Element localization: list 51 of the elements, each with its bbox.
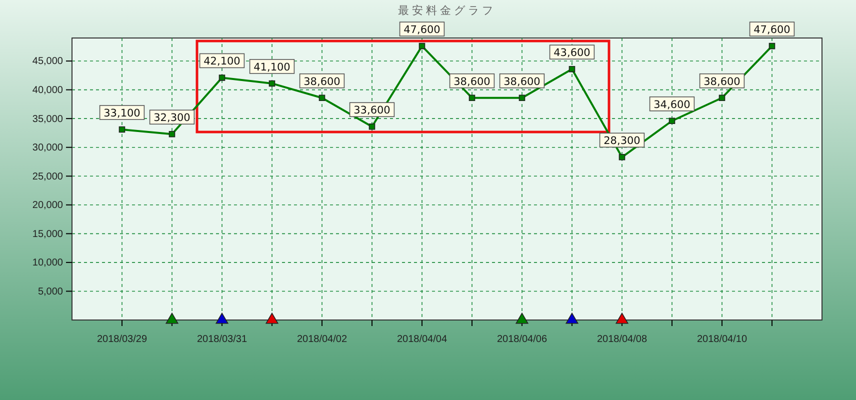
data-label: 33,100 (104, 108, 140, 120)
data-label: 34,600 (654, 98, 690, 111)
point (168, 130, 176, 138)
point (368, 123, 376, 130)
data-label: 38,600 (704, 76, 740, 88)
data-label: 38,600 (454, 76, 490, 88)
y-tick-label: 30,000 (32, 142, 64, 154)
data-label: 41,100 (254, 61, 290, 74)
data-label: 47,600 (404, 24, 440, 36)
point (618, 154, 626, 160)
x-tick-label: 2018/04/08 (596, 334, 648, 345)
point (266, 312, 278, 324)
y-tick-label: 35,000 (32, 114, 64, 125)
y-tick-label: 20,000 (32, 200, 64, 212)
data-label: 38,600 (504, 76, 540, 88)
y-tick-label: 25,000 (32, 171, 64, 182)
data-label: 28,300 (604, 135, 640, 148)
point (516, 312, 528, 324)
x-tick-label: 2018/04/10 (696, 334, 748, 345)
x-tick-label: 2018/04/04 (396, 334, 448, 345)
point (418, 42, 426, 50)
x-tick-label: 2018/04/02 (296, 334, 348, 345)
data-label: 32,300 (154, 112, 190, 124)
y-tick-label: 5,000 (38, 286, 64, 298)
data-label: 38,600 (304, 76, 340, 88)
x-tick-label: 2018/04/06 (496, 334, 548, 345)
x-tick-label: 2018/03/31 (196, 334, 248, 345)
point (216, 312, 228, 324)
point (768, 42, 776, 50)
point (616, 312, 628, 324)
point (518, 94, 526, 101)
point (268, 80, 276, 87)
y-tick-label: 10,000 (32, 258, 64, 269)
point (718, 94, 726, 101)
data-label: 47,600 (754, 24, 790, 36)
chart-title: 最安料金グラフ (398, 4, 496, 17)
point (468, 94, 476, 101)
point (166, 312, 178, 324)
data-label: 43,600 (554, 47, 590, 60)
point (318, 94, 326, 101)
y-tick-label: 45,000 (32, 56, 64, 68)
y-tick-label: 40,000 (32, 84, 64, 96)
data-label: 33,600 (354, 104, 390, 117)
point (566, 312, 578, 324)
point (118, 126, 126, 133)
y-tick-label: 15,000 (32, 228, 64, 240)
point (218, 74, 226, 81)
x-tick-label: 2018/03/29 (96, 334, 148, 345)
data-label: 42,100 (204, 56, 240, 68)
point (668, 118, 676, 124)
point (568, 66, 576, 72)
